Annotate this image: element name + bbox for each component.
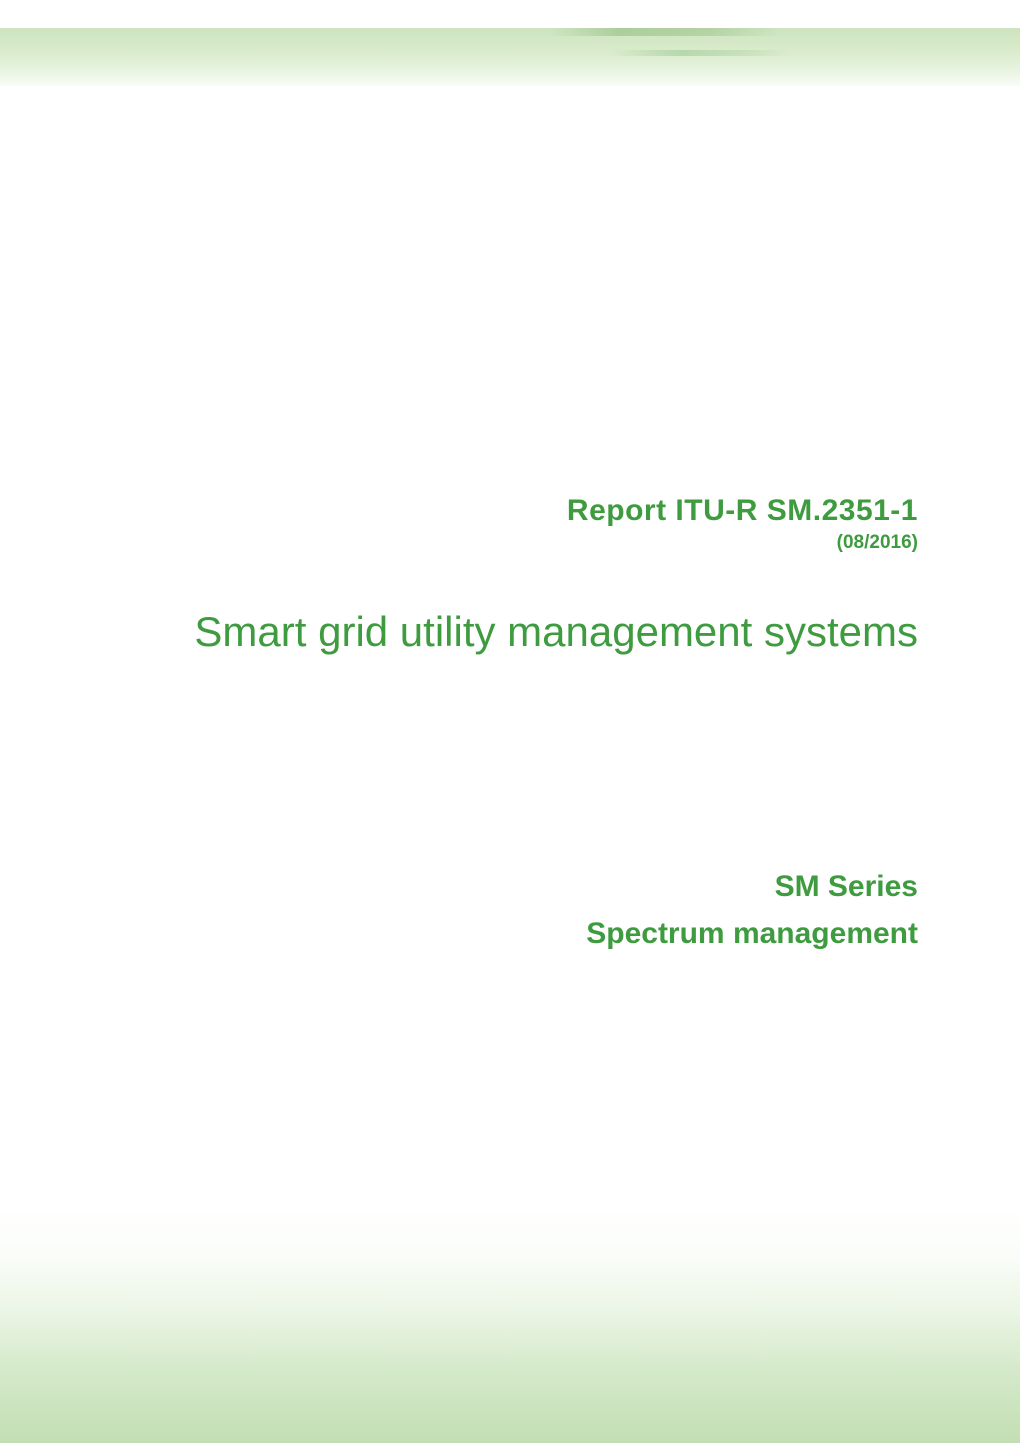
series-description: Spectrum management <box>586 911 918 958</box>
report-identifier-block: Report ITU-R SM.2351-1 (08/2016) <box>567 494 918 554</box>
series-name: SM Series <box>586 864 918 911</box>
report-date: (08/2016) <box>567 532 918 554</box>
footer-decorative-band <box>0 1203 1020 1443</box>
report-identifier: Report ITU-R SM.2351-1 <box>567 494 918 528</box>
document-title: Smart grid utility management systems <box>194 608 918 656</box>
series-block: SM Series Spectrum management <box>586 864 918 957</box>
